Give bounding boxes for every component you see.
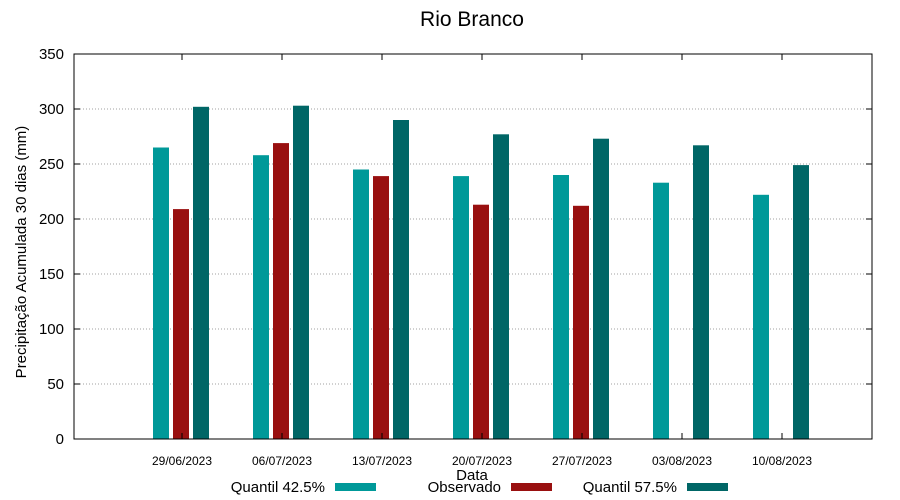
bar-quantil-42-5--6 [753,194,769,439]
y-tick-label: 50 [47,376,64,393]
y-tick-label: 0 [56,431,64,448]
bar-quantil-42-5--5 [653,182,669,439]
x-tick-label: 27/07/2023 [552,454,612,468]
bar-quantil-57-5--1 [293,105,309,439]
bar-quantil-42-5--3 [453,176,469,439]
bar-quantil-42-5--2 [353,169,369,439]
y-tick-label: 200 [39,211,64,228]
bar-observado-3 [473,204,489,439]
y-ticks: 0 50 100 150 200 250 300 350 [39,46,872,448]
bar-quantil-57-5--3 [493,134,509,440]
legend-swatch [687,483,728,491]
bar-quantil-57-5--5 [693,145,709,440]
x-tick-label: 20/07/2023 [452,454,512,468]
legend-swatch [511,483,552,491]
plot-frame [73,53,873,440]
legend-swatch [335,483,376,491]
bar-quantil-57-5--2 [393,120,409,439]
bar-quantil-57-5--4 [593,138,609,439]
y-tick-label: 250 [39,156,64,173]
x-tick-label: 29/06/2023 [152,454,212,468]
x-tick-label: 10/08/2023 [752,454,812,468]
y-tick-label: 100 [39,321,64,338]
legend-label: Quantil 42.5% [231,479,325,496]
bar-quantil-57-5--6 [793,165,809,439]
bar-quantil-57-5--0 [193,106,209,440]
bar-quantil-42-5--1 [253,155,269,439]
bars-layer [153,105,809,440]
y-tick-label: 350 [39,46,64,63]
y-tick-label: 300 [39,101,64,118]
x-tick-label: 13/07/2023 [352,454,412,468]
bar-quantil-42-5--0 [153,147,169,439]
bar-observado-2 [373,176,389,439]
legend-label: Quantil 57.5% [583,479,677,496]
legend: Quantil 42.5% Observado Quantil 57.5% [231,479,728,496]
y-tick-label: 150 [39,266,64,283]
chart-title: Rio Branco [420,8,524,31]
y-axis-label: Precipitação Acumulada 30 dias (mm) [13,126,30,379]
legend-label: Observado [428,479,501,496]
bar-observado-0 [173,209,189,439]
x-ticks: 29/06/2023 06/07/2023 13/07/2023 20/07/2023… [152,54,812,468]
x-tick-label: 03/08/2023 [652,454,712,468]
bar-quantil-42-5--4 [553,175,569,439]
bar-observado-1 [273,143,289,439]
x-axis-label: Data [456,467,488,484]
x-tick-label: 06/07/2023 [252,454,312,468]
bar-observado-4 [573,205,589,439]
